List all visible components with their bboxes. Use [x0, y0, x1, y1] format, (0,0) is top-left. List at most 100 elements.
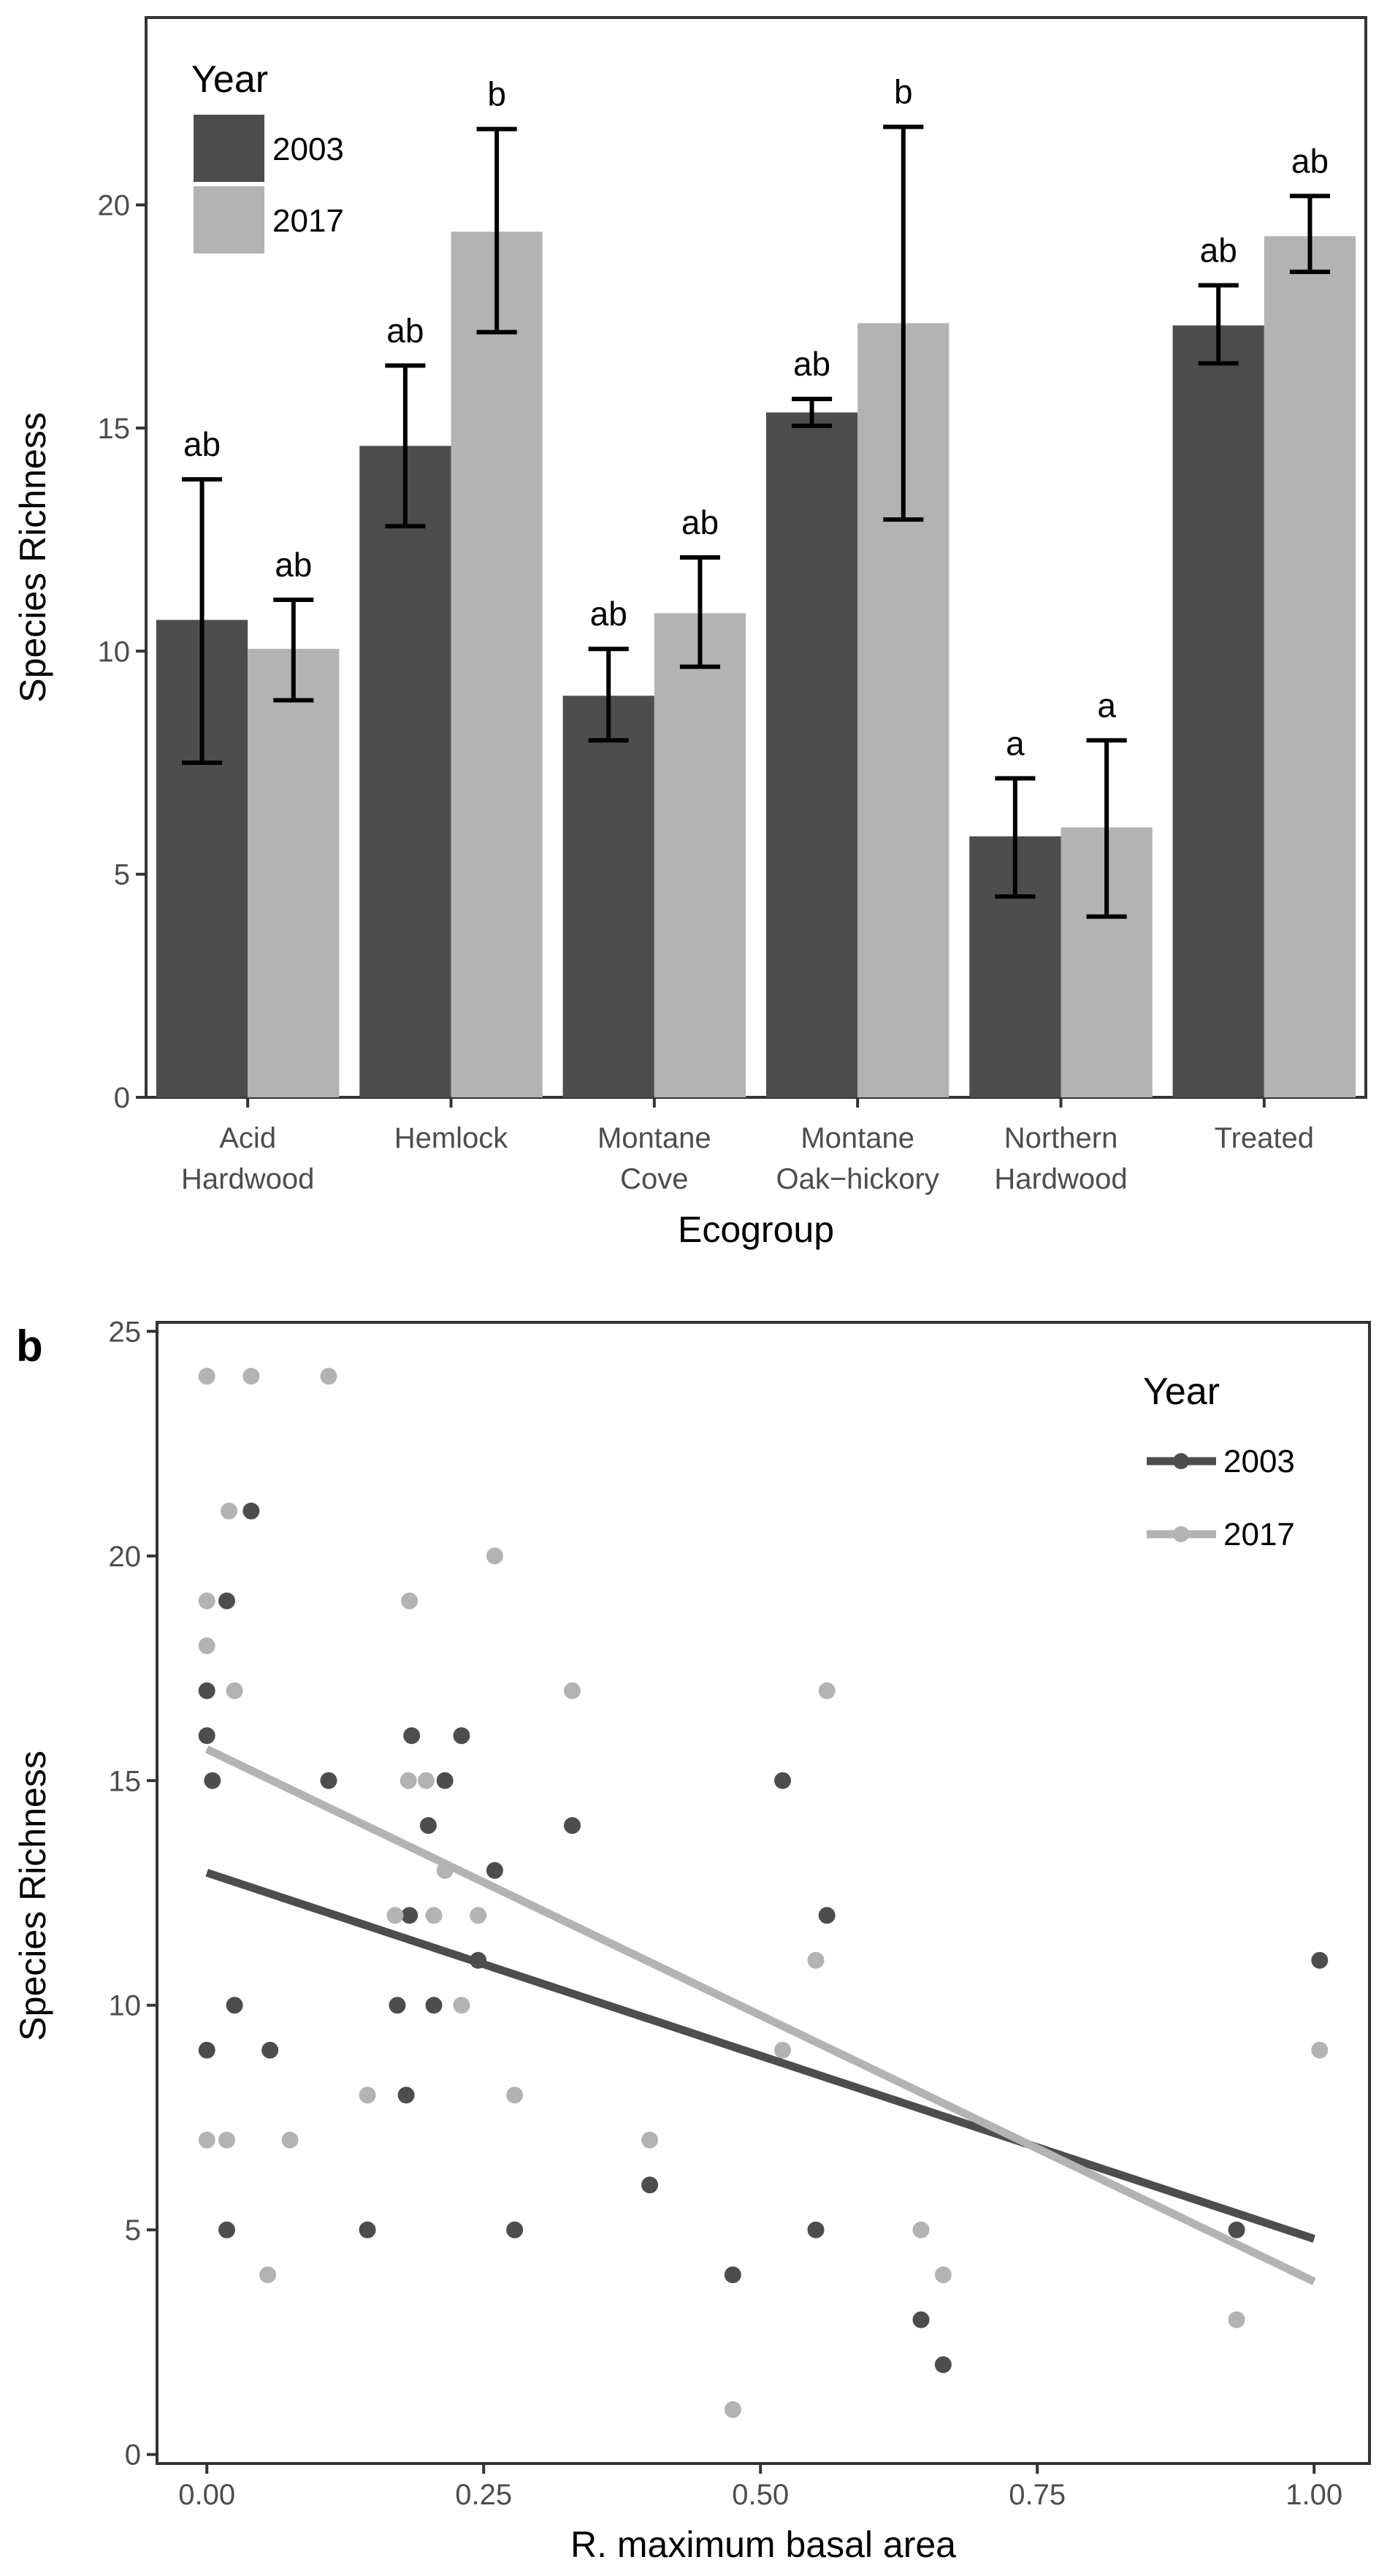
point-2017-24 — [724, 2401, 741, 2418]
point-2017-5 — [198, 1637, 215, 1655]
bar-legend-label-2017: 2017 — [272, 203, 344, 239]
bar-legend-swatch-2017 — [194, 186, 264, 254]
scatter-legend-point-2017 — [1173, 1526, 1189, 1542]
point-2003-18 — [453, 1727, 470, 1745]
point-2017-6 — [226, 1682, 243, 1699]
bar-x-tick-label: Hardwood — [994, 1163, 1127, 1195]
scatter-legend-label-2017: 2017 — [1223, 1517, 1295, 1552]
point-2017-8 — [218, 2131, 236, 2149]
scatter-legend-point-2003 — [1173, 1453, 1189, 1469]
error-bar-2017-1 — [476, 126, 517, 335]
point-2017-23 — [641, 2131, 659, 2149]
point-2017-18 — [453, 1997, 470, 2014]
bar-2003-1 — [359, 446, 451, 1097]
scatter-x-tick-label: 0.25 — [455, 2479, 512, 2511]
error-bar-2003-1 — [385, 363, 426, 529]
significance-label-2017-3: b — [894, 73, 913, 111]
bar-plot-panel — [145, 16, 1367, 1099]
point-2003-21 — [506, 2221, 524, 2238]
scatter-x-axis-title: R. maximum basal area — [570, 2524, 956, 2565]
point-2003-15 — [419, 1817, 437, 1834]
error-bar-2003-3 — [791, 397, 833, 428]
point-2017-19 — [470, 1907, 487, 1924]
significance-label-2003-2: ab — [590, 595, 627, 633]
point-2003-7 — [218, 2221, 236, 2238]
bar-x-tick-label: Hardwood — [181, 1163, 314, 1195]
point-2003-31 — [1311, 1951, 1329, 1969]
regression-line-2003 — [205, 1869, 1315, 2243]
point-2003-4 — [218, 1592, 236, 1609]
error-bar-2017-0 — [273, 598, 314, 703]
scatter-point-layer — [198, 1368, 1329, 2418]
bar-2003-2 — [562, 696, 654, 1097]
scatter-y-tick-label: 10 — [109, 1990, 142, 2022]
significance-label-2017-2: ab — [681, 503, 719, 541]
point-2003-28 — [912, 2311, 930, 2328]
significance-label-2003-3: ab — [793, 345, 830, 383]
point-2003-23 — [641, 2176, 659, 2194]
scatter-x-tick-label: 0.75 — [1009, 2479, 1066, 2511]
point-2017-30 — [1228, 2311, 1245, 2328]
scatter-y-tick-label: 25 — [109, 1316, 142, 1348]
bar-x-tick-label: Montane — [801, 1122, 914, 1154]
point-2017-22 — [563, 1682, 581, 1699]
significance-label-2003-4: a — [1006, 724, 1025, 762]
point-2017-14 — [401, 1592, 419, 1609]
point-2017-26 — [807, 1951, 825, 1969]
bar-legend-swatch-2003 — [194, 115, 264, 182]
point-2017-0 — [198, 1368, 215, 1385]
significance-label-2017-1: b — [487, 75, 506, 113]
bar-2003-3 — [765, 412, 858, 1097]
scatter-y-tick-label: 0 — [125, 2439, 141, 2472]
error-bar-2017-3 — [883, 124, 924, 522]
bar-chart: ab ab ab ab a ab ab b ab b a ab 0 5 10 15 20 Acid Hardwo… — [12, 16, 1367, 1250]
bar-2017-5 — [1264, 236, 1356, 1098]
significance-label-2003-5: ab — [1200, 231, 1237, 269]
point-2003-16 — [425, 1997, 443, 2014]
error-bar-2017-5 — [1289, 194, 1331, 275]
bar-x-tick-label: Cove — [620, 1163, 688, 1195]
bar-y-axis-title: Species Richness — [12, 412, 53, 702]
point-2017-28 — [912, 2221, 930, 2238]
point-2003-0 — [198, 1682, 215, 1699]
scatter-legend-title: Year — [1143, 1371, 1220, 1413]
bar-x-axis-title: Ecogroup — [678, 1209, 834, 1250]
significance-label-2017-4: a — [1097, 686, 1116, 724]
scatter-x-tick-label: 1.00 — [1285, 2479, 1342, 2511]
bar-2003-5 — [1172, 325, 1264, 1097]
bar-x-tick-label: Montane — [597, 1122, 711, 1154]
point-2003-3 — [198, 2041, 215, 2059]
point-2003-13 — [401, 1907, 419, 1924]
point-2003-9 — [320, 1772, 337, 1789]
significance-label-layer: ab ab ab ab a ab ab b ab b a ab — [183, 73, 1329, 763]
significance-label-2017-5: ab — [1291, 142, 1329, 180]
bar-x-tick-label: Oak−hickory — [776, 1163, 939, 1195]
scatter-y-tick-label: 15 — [109, 1765, 142, 1797]
point-2017-11 — [359, 2087, 376, 2104]
scatter-x-tick-label: 0.00 — [178, 2479, 235, 2511]
point-2017-20 — [486, 1547, 503, 1565]
bar-y-tick-label: 15 — [98, 413, 131, 445]
bar-y-tick-label: 20 — [98, 190, 131, 222]
scatter-legend: Year 2003 2017 — [1143, 1371, 1295, 1552]
point-2017-13 — [400, 1772, 417, 1789]
error-bar-2017-2 — [679, 555, 721, 669]
point-2003-12 — [397, 2087, 415, 2104]
point-2017-25 — [774, 2041, 792, 2059]
bar-legend: Year 2003 2017 — [191, 58, 344, 254]
bar-y-tick-label: 10 — [98, 636, 131, 668]
point-2017-27 — [818, 1682, 836, 1699]
point-2003-29 — [934, 2356, 952, 2374]
point-2017-12 — [386, 1907, 404, 1924]
point-2017-2 — [320, 1368, 337, 1385]
scatter-chart: b 0 5 10 15 20 25 0.00 0.25 0.50 0.75 1.00 Year 2… — [12, 1316, 1371, 2565]
bar-2017-0 — [248, 649, 340, 1097]
point-2017-7 — [198, 2131, 215, 2149]
error-bar-layer — [181, 124, 1331, 919]
bar-y-axis: 0 5 10 15 20 — [98, 190, 146, 1114]
scatter-x-tick-label: 0.50 — [732, 2479, 789, 2511]
point-2003-27 — [818, 1907, 836, 1924]
bar-x-tick-label: Acid — [219, 1122, 276, 1154]
scatter-x-axis: 0.00 0.25 0.50 0.75 1.00 — [178, 2463, 1342, 2511]
bar-2017-2 — [654, 613, 746, 1097]
